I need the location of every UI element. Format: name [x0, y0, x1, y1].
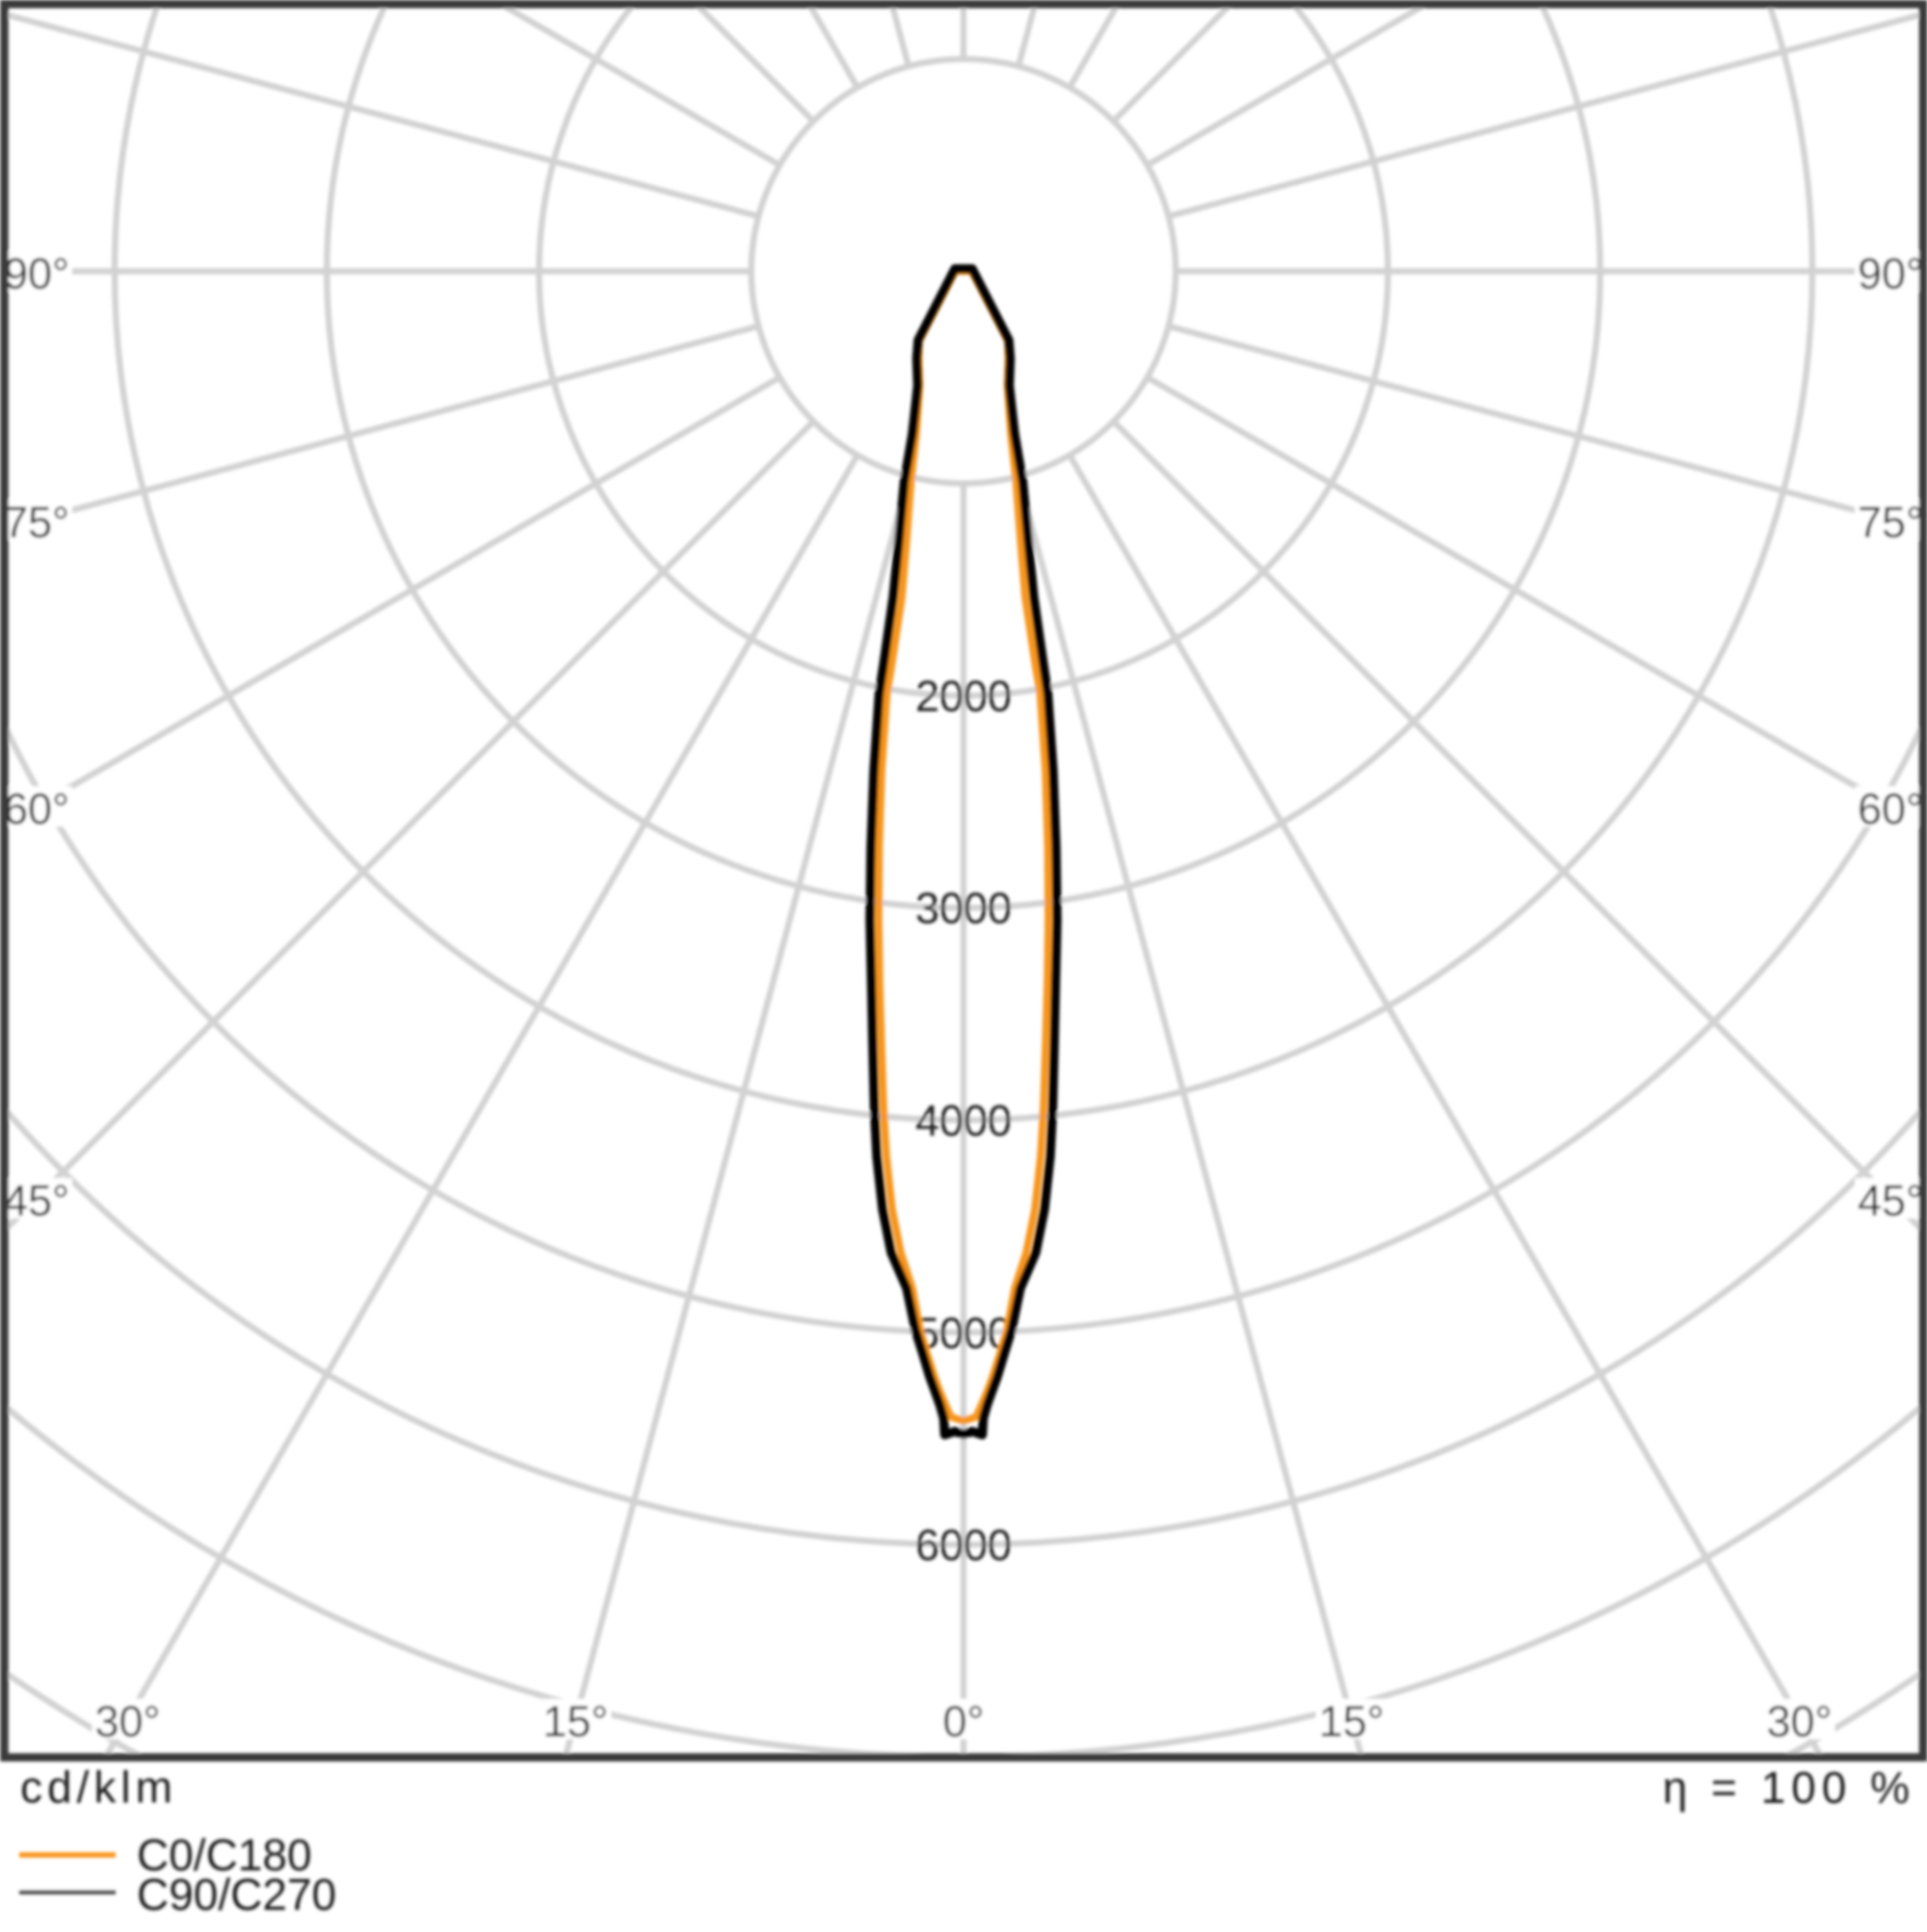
svg-text:15°: 15° — [542, 1697, 608, 1746]
svg-text:4000: 4000 — [915, 1097, 1012, 1146]
svg-text:75°: 75° — [4, 497, 69, 546]
svg-text:75°: 75° — [1858, 497, 1923, 546]
svg-text:15°: 15° — [1319, 1697, 1385, 1746]
svg-text:45°: 45° — [4, 1177, 69, 1226]
svg-text:cd/klm: cd/klm — [20, 1762, 177, 1813]
svg-text:60°: 60° — [4, 784, 69, 834]
svg-text:90°: 90° — [1858, 250, 1923, 299]
svg-text:30°: 30° — [1766, 1697, 1832, 1746]
svg-text:30°: 30° — [94, 1697, 160, 1746]
svg-text:2000: 2000 — [915, 672, 1012, 721]
svg-text:C90/C270: C90/C270 — [137, 1869, 336, 1919]
svg-text:45°: 45° — [1858, 1177, 1923, 1226]
svg-text:0°: 0° — [942, 1697, 984, 1746]
svg-text:90°: 90° — [4, 250, 69, 299]
svg-text:60°: 60° — [1858, 784, 1923, 834]
svg-text:C0/C180: C0/C180 — [137, 1830, 312, 1880]
svg-text:3000: 3000 — [915, 884, 1012, 933]
svg-text:η = 100 %: η = 100 % — [1663, 1762, 1915, 1813]
svg-text:5000: 5000 — [915, 1309, 1012, 1358]
svg-text:6000: 6000 — [915, 1521, 1012, 1570]
